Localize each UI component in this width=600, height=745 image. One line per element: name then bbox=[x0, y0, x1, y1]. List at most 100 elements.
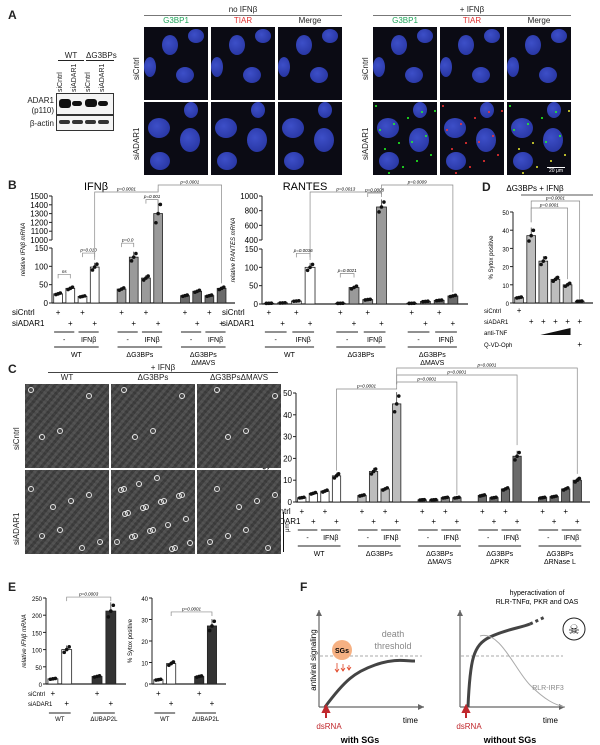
bar bbox=[141, 277, 151, 304]
row-label: anti-TNF bbox=[484, 331, 508, 337]
group-label: ΔG3BPs bbox=[419, 352, 446, 359]
stress-granule bbox=[407, 117, 409, 119]
p-value: p=0.0001 bbox=[179, 180, 199, 185]
data-point bbox=[394, 402, 399, 406]
sign-plus: + bbox=[529, 317, 534, 326]
sign-plus: + bbox=[577, 317, 582, 326]
blot-lane-label: siCntrl bbox=[85, 72, 92, 92]
data-point bbox=[340, 301, 345, 306]
sign-plus: + bbox=[108, 699, 113, 708]
data-point bbox=[210, 624, 214, 628]
data-point bbox=[82, 294, 87, 298]
data-point bbox=[577, 476, 582, 481]
stress-granule bbox=[434, 110, 436, 112]
detached-cell bbox=[57, 527, 63, 533]
significance-bracket bbox=[396, 367, 578, 474]
y-tick-label: 0 bbox=[288, 498, 293, 507]
sign-plus: + bbox=[455, 517, 460, 526]
data-point bbox=[171, 660, 176, 664]
nucleus bbox=[391, 35, 407, 55]
y-tick-label: 10 bbox=[502, 284, 509, 290]
data-point bbox=[64, 647, 69, 652]
hyperactivation-label: hyperactivation of bbox=[510, 590, 565, 597]
y-tick-label: 250 bbox=[32, 597, 43, 603]
nucleus bbox=[444, 118, 466, 138]
p-value: p=0.0009 bbox=[407, 180, 427, 185]
detached-cell bbox=[243, 527, 249, 533]
bar bbox=[376, 206, 387, 305]
sign-plus: + bbox=[144, 308, 149, 317]
row-label: siADAR1 bbox=[222, 319, 255, 328]
stress-granule bbox=[469, 166, 471, 168]
detached-cell bbox=[86, 492, 92, 498]
group-label: ΔG3BPs bbox=[366, 551, 393, 558]
data-point bbox=[269, 301, 274, 306]
channel-label: Merge bbox=[527, 16, 551, 25]
data-point bbox=[457, 495, 461, 500]
blot-band bbox=[59, 98, 71, 108]
signaling-curve bbox=[323, 658, 416, 708]
detached-cell bbox=[125, 510, 131, 516]
detached-cell bbox=[183, 516, 189, 522]
detached-cell bbox=[207, 539, 213, 545]
row-label: siADAR1 bbox=[361, 127, 370, 160]
subgroup-label: IFNβ bbox=[144, 337, 159, 344]
nucleus bbox=[513, 152, 533, 170]
p-value: p=0.0001 bbox=[356, 384, 376, 389]
caption: without SGs bbox=[483, 735, 537, 745]
stress-granule bbox=[474, 117, 476, 119]
y-tick-label: 0 bbox=[506, 302, 510, 308]
bar bbox=[526, 235, 536, 304]
nucleus bbox=[278, 57, 290, 77]
sign-plus: + bbox=[195, 319, 200, 328]
data-point bbox=[555, 275, 560, 280]
nucleus bbox=[543, 128, 563, 152]
data-point bbox=[154, 220, 158, 225]
detached-cell bbox=[147, 528, 153, 534]
data-point bbox=[121, 286, 126, 290]
group-label: WT bbox=[284, 352, 296, 359]
detached-cell bbox=[214, 387, 220, 393]
dsrna-arrow bbox=[461, 703, 471, 718]
nucleus bbox=[284, 152, 304, 170]
inhibition-arrow bbox=[346, 665, 352, 671]
group-label: ΔG3BPs bbox=[426, 551, 453, 558]
blot-group-label: ΔG3BPs bbox=[86, 51, 117, 61]
p-value: p=0.0001 bbox=[539, 203, 559, 208]
group-label: WT bbox=[55, 717, 65, 723]
significance-bracket bbox=[367, 192, 382, 197]
data-point bbox=[156, 211, 160, 216]
data-point bbox=[434, 497, 438, 502]
detached-cell bbox=[50, 504, 56, 510]
channel-label: Merge bbox=[298, 16, 322, 25]
micrograph bbox=[278, 27, 342, 100]
data-point bbox=[129, 259, 134, 263]
sign-plus: + bbox=[492, 517, 497, 526]
stress-granule bbox=[492, 135, 494, 137]
data-point bbox=[325, 488, 329, 493]
axis-arrow bbox=[457, 610, 463, 616]
data-point bbox=[377, 210, 381, 214]
panel-label-a: A bbox=[8, 8, 17, 22]
nucleus bbox=[480, 102, 494, 118]
data-point bbox=[396, 394, 401, 398]
data-point bbox=[482, 493, 487, 497]
data-point bbox=[58, 291, 63, 295]
detached-cell bbox=[187, 540, 193, 546]
data-point bbox=[134, 251, 138, 256]
detached-cell bbox=[236, 504, 242, 510]
y-tick-label: 40 bbox=[283, 411, 292, 420]
data-point bbox=[382, 200, 386, 204]
scale-bar bbox=[283, 512, 284, 552]
data-point bbox=[412, 301, 416, 306]
data-point bbox=[197, 288, 202, 293]
dsrna-arrow bbox=[321, 703, 331, 718]
stress-granule bbox=[379, 129, 381, 131]
data-point bbox=[541, 259, 546, 263]
chart-title: ΔG3BPs + IFNβ bbox=[506, 184, 564, 193]
x-axis-label: time bbox=[403, 716, 419, 725]
y-tick-label: 1200 bbox=[30, 218, 48, 227]
data-point bbox=[308, 265, 312, 270]
data-point bbox=[385, 486, 390, 490]
threshold-label: death bbox=[382, 629, 405, 639]
